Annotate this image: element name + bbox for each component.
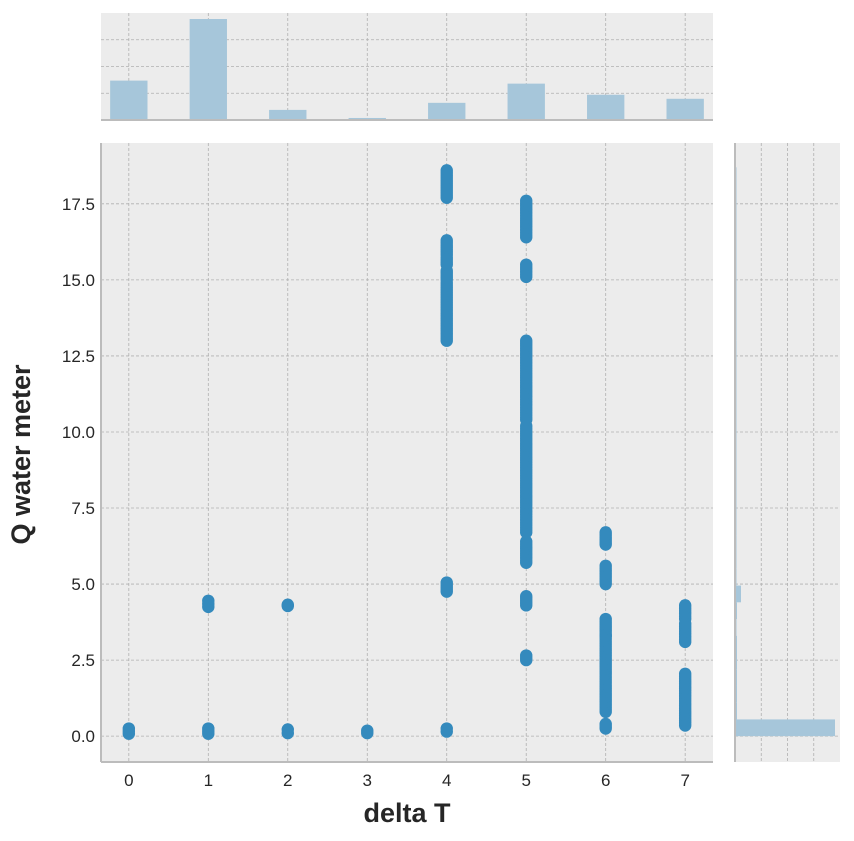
x-tick-label: 3 xyxy=(363,771,372,790)
y-tick-label: 7.5 xyxy=(71,499,95,518)
y-tick-label: 0.0 xyxy=(71,727,95,746)
scatter-panel: 0 1 2 3 4 5 6 7 0.0 2.5 5.0 7.5 10.0 12.5 15.0 17.5 de… xyxy=(6,143,713,828)
data-point xyxy=(599,559,612,573)
data-point xyxy=(520,334,533,347)
x-tick-label: 4 xyxy=(442,771,451,790)
scatter-panel-background xyxy=(101,143,713,762)
marginal-x-bar xyxy=(428,102,466,120)
data-point xyxy=(599,612,612,626)
y-axis-ticks: 0.0 2.5 5.0 7.5 10.0 12.5 15.0 17.5 xyxy=(62,195,95,746)
data-point xyxy=(202,722,215,735)
y-tick-label: 10.0 xyxy=(62,423,95,442)
x-axis-ticks: 0 1 2 3 4 5 6 7 xyxy=(124,771,690,790)
marginal-x-bar xyxy=(348,117,386,120)
data-point xyxy=(281,598,294,611)
data-point xyxy=(599,717,612,731)
marginal-x-bar xyxy=(666,98,704,120)
data-point xyxy=(520,194,533,207)
x-tick-label: 1 xyxy=(204,771,213,790)
data-point xyxy=(599,526,612,539)
marginal-x-bar xyxy=(110,80,148,120)
data-point xyxy=(520,590,533,603)
x-tick-label: 0 xyxy=(124,771,133,790)
marginal-x-bar xyxy=(189,19,227,120)
marginal-x-bar xyxy=(507,83,545,120)
data-point xyxy=(678,599,692,612)
x-tick-label: 7 xyxy=(680,771,689,790)
data-point xyxy=(440,164,453,177)
data-point xyxy=(440,576,453,589)
marginal-x-bar xyxy=(587,94,625,120)
x-tick-label: 6 xyxy=(601,771,610,790)
data-point xyxy=(520,649,533,662)
data-point xyxy=(520,258,533,271)
y-axis-label: Q water meter xyxy=(6,364,36,545)
marginal-x-bar xyxy=(269,109,307,120)
data-point xyxy=(440,722,453,735)
data-point xyxy=(440,234,453,247)
x-axis-label: delta T xyxy=(363,798,451,828)
data-point xyxy=(361,724,374,737)
data-point xyxy=(678,667,692,680)
x-tick-label: 5 xyxy=(521,771,530,790)
data-point xyxy=(520,535,533,548)
scatter-axes-spines xyxy=(100,143,713,763)
marginal-y-histogram xyxy=(734,143,840,762)
marginal-y-bar xyxy=(735,719,835,737)
data-point xyxy=(281,723,294,736)
scatter-points xyxy=(122,164,692,740)
y-tick-label: 5.0 xyxy=(71,575,95,594)
y-tick-label: 12.5 xyxy=(62,347,95,366)
y-tick-label: 17.5 xyxy=(62,195,95,214)
y-tick-label: 2.5 xyxy=(71,651,95,670)
marginal-x-histogram xyxy=(101,13,713,121)
data-point xyxy=(202,594,215,607)
y-tick-label: 15.0 xyxy=(62,271,95,290)
marginal-x-bars xyxy=(110,19,704,120)
x-tick-label: 2 xyxy=(283,771,292,790)
data-point xyxy=(122,722,136,735)
marginal-y-bar xyxy=(735,585,741,603)
